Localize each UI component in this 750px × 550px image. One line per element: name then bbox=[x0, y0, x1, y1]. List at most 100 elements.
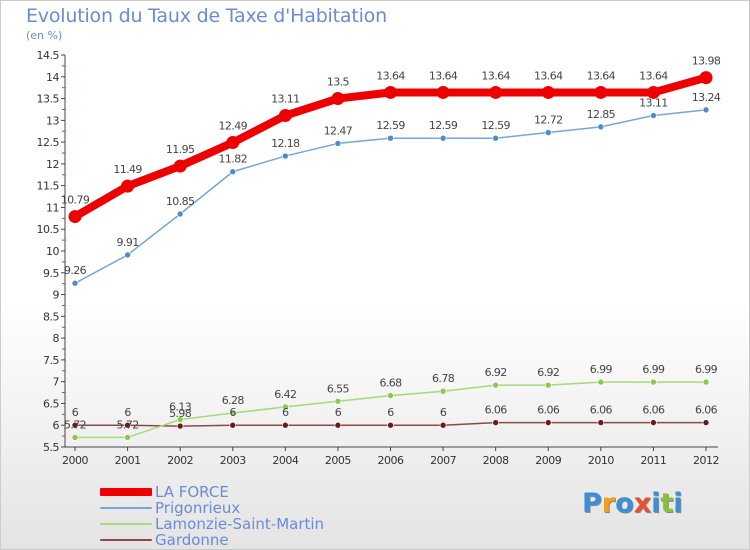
data-label: 12.47 bbox=[324, 124, 353, 137]
data-label: 6 bbox=[230, 406, 237, 419]
data-label: 6.06 bbox=[642, 404, 665, 417]
data-label: 11.95 bbox=[166, 143, 195, 156]
y-tick-label: 12.5 bbox=[37, 136, 60, 149]
data-point bbox=[334, 397, 342, 405]
logo-letter: i bbox=[651, 488, 661, 519]
data-label: 6.92 bbox=[537, 366, 559, 379]
x-tick-label: 2000 bbox=[62, 454, 88, 467]
y-tick-label: 12 bbox=[46, 158, 59, 171]
legend-label: Gardonne bbox=[155, 531, 229, 549]
y-tick-label: 11 bbox=[46, 201, 59, 214]
legend-swatch bbox=[100, 523, 152, 525]
legend-label: Prigonrieux bbox=[155, 499, 241, 517]
data-point bbox=[597, 419, 605, 426]
data-label: 6.06 bbox=[590, 404, 613, 417]
logo-letter: P bbox=[582, 488, 602, 519]
y-tick-label: 10 bbox=[46, 245, 59, 258]
data-label: 6 bbox=[335, 406, 342, 419]
data-label: 6 bbox=[440, 406, 447, 419]
x-tick-label: 2002 bbox=[167, 454, 193, 467]
data-label: 6.28 bbox=[222, 394, 245, 407]
legend-label: LA FORCE bbox=[155, 483, 229, 501]
y-tick-label: 14 bbox=[46, 71, 59, 84]
data-label: 6.92 bbox=[485, 366, 507, 379]
data-point bbox=[176, 422, 184, 430]
x-tick-label: 2006 bbox=[378, 454, 404, 467]
data-point bbox=[176, 416, 184, 423]
data-point bbox=[71, 279, 79, 287]
data-point bbox=[699, 71, 713, 85]
data-point bbox=[597, 378, 605, 386]
y-tick-label: 14.5 bbox=[37, 49, 60, 62]
data-label: 13.64 bbox=[376, 69, 405, 82]
logo-letter: r bbox=[601, 488, 616, 519]
x-tick-label: 2010 bbox=[588, 454, 614, 467]
legend-item: Prigonrieux bbox=[100, 500, 324, 516]
data-label: 6.06 bbox=[695, 404, 718, 417]
y-tick-label: 5.5 bbox=[43, 441, 59, 454]
data-point bbox=[492, 381, 499, 389]
data-point bbox=[650, 112, 657, 119]
data-point bbox=[492, 419, 499, 426]
data-point bbox=[229, 421, 237, 429]
x-tick-label: 2001 bbox=[115, 454, 141, 467]
chart-legend: LA FORCE Prigonrieux Lamonzie-Saint-Martin… bbox=[100, 484, 324, 548]
data-point bbox=[282, 421, 289, 429]
data-label: 12.49 bbox=[219, 120, 248, 133]
chart-subtitle: (en %) bbox=[26, 29, 63, 42]
proxiti-logo: Proxiti bbox=[582, 488, 683, 519]
logo-letter: i bbox=[673, 488, 683, 519]
logo-letter: t bbox=[660, 488, 674, 519]
data-point bbox=[121, 179, 135, 193]
data-label: 6.13 bbox=[169, 401, 192, 414]
x-tick-label: 2005 bbox=[325, 454, 351, 467]
data-label: 6.99 bbox=[695, 363, 718, 376]
data-label: 13.64 bbox=[587, 69, 616, 82]
legend-swatch bbox=[100, 488, 152, 496]
data-label: 12.59 bbox=[376, 119, 405, 132]
y-tick-label: 6.5 bbox=[43, 397, 59, 410]
data-label: 6.06 bbox=[537, 404, 560, 417]
data-label: 12.59 bbox=[429, 119, 458, 132]
data-point bbox=[384, 85, 397, 99]
data-point bbox=[544, 381, 552, 389]
y-tick-label: 9 bbox=[53, 289, 60, 302]
data-label: 10.85 bbox=[166, 195, 195, 208]
data-point bbox=[544, 129, 552, 136]
data-point bbox=[544, 419, 552, 426]
data-point bbox=[492, 134, 499, 142]
data-label: 6.68 bbox=[379, 377, 402, 390]
legend-item: Lamonzie-Saint-Martin bbox=[100, 516, 324, 532]
data-label: 6.55 bbox=[327, 382, 350, 395]
logo-letter: o bbox=[615, 488, 634, 519]
data-point bbox=[387, 392, 394, 399]
data-label: 6.99 bbox=[590, 363, 613, 376]
data-point bbox=[489, 85, 503, 99]
data-point bbox=[334, 140, 342, 147]
y-tick-label: 8 bbox=[53, 332, 60, 345]
y-tick-label: 7.5 bbox=[43, 354, 59, 367]
data-label: 6 bbox=[387, 406, 394, 419]
legend-item: LA FORCE bbox=[100, 484, 324, 500]
y-tick-label: 8.5 bbox=[43, 310, 59, 323]
y-tick-label: 13 bbox=[46, 114, 59, 127]
data-point bbox=[650, 419, 657, 426]
data-point bbox=[702, 378, 710, 386]
y-tick-label: 11.5 bbox=[37, 180, 60, 193]
data-label: 12.85 bbox=[587, 108, 616, 121]
data-point bbox=[702, 419, 710, 426]
data-label: 13.11 bbox=[271, 93, 300, 106]
x-tick-label: 2003 bbox=[220, 454, 246, 467]
data-point bbox=[71, 434, 79, 441]
data-label: 6.42 bbox=[274, 388, 296, 401]
data-label: 9.91 bbox=[117, 236, 139, 249]
data-point bbox=[439, 387, 447, 395]
data-label: 12.72 bbox=[534, 114, 563, 127]
legend-swatch bbox=[100, 507, 152, 509]
data-point bbox=[650, 378, 657, 386]
data-point bbox=[282, 152, 289, 160]
data-label: 13.64 bbox=[534, 69, 563, 82]
y-tick-label: 10.5 bbox=[37, 223, 60, 236]
data-point bbox=[124, 251, 131, 259]
